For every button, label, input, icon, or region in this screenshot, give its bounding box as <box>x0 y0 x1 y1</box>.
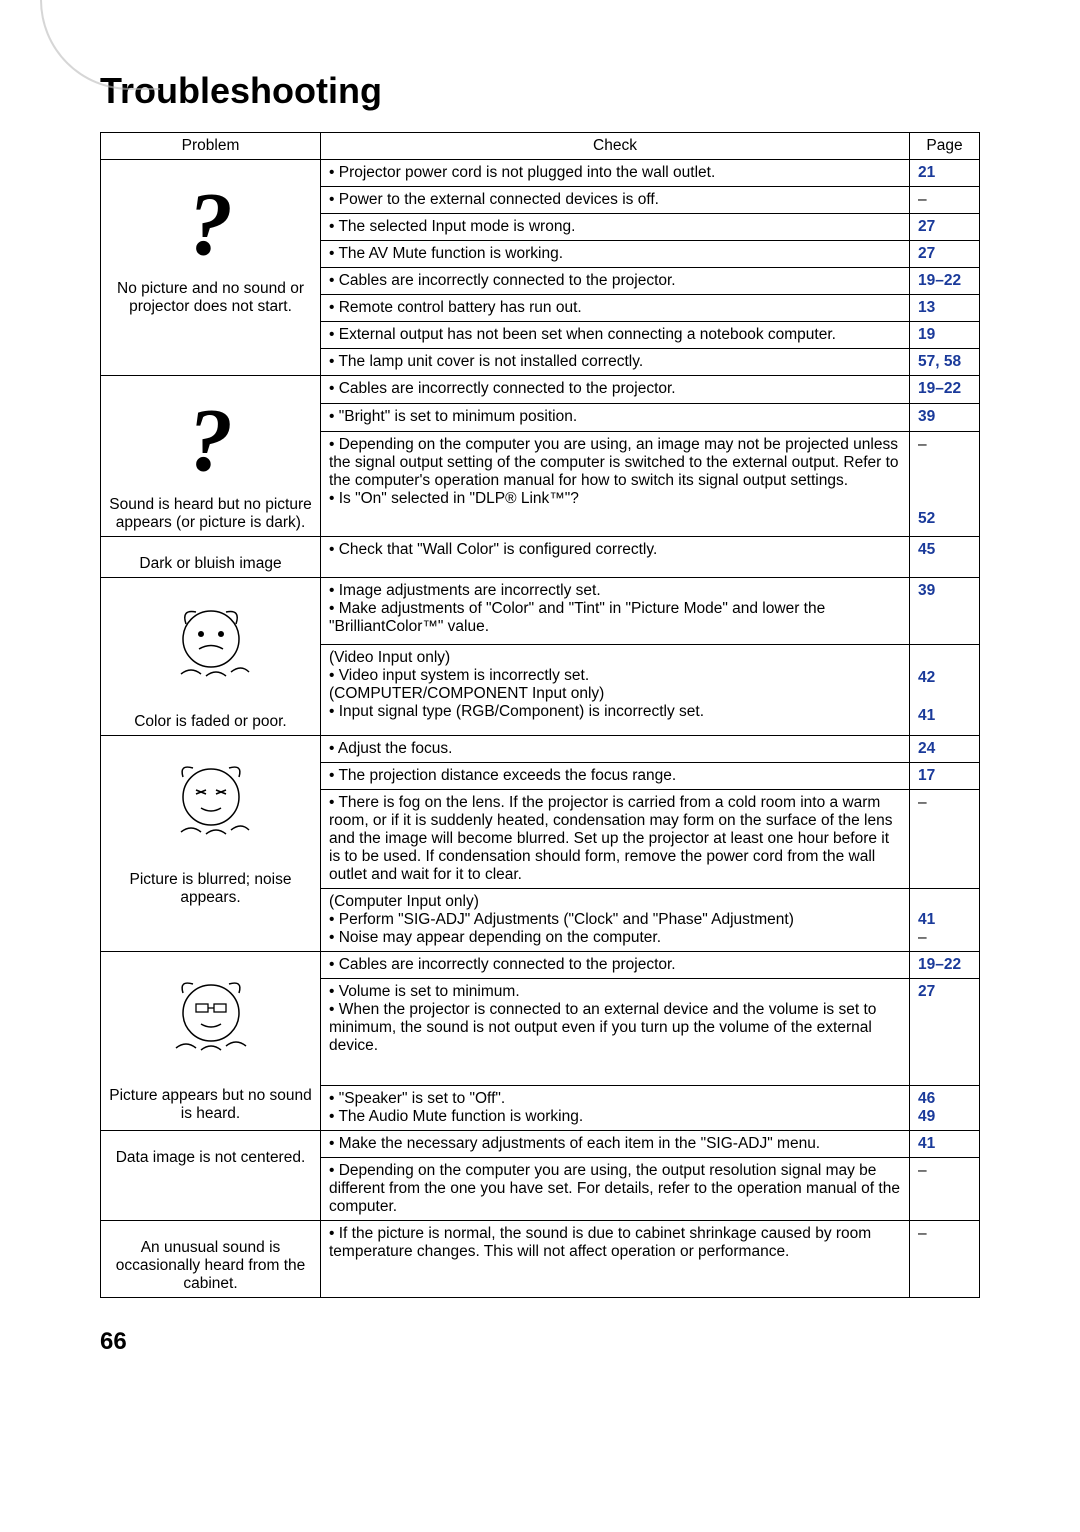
page-ref: – <box>918 436 971 454</box>
table-row: Color is faded or poor. • Image adjustme… <box>101 578 980 645</box>
table-row: ? Sound is heard but no picture appears … <box>101 376 980 404</box>
check-cell: • Check that "Wall Color" is configured … <box>321 537 910 578</box>
check-cell: • Depending on the computer you are usin… <box>321 1158 910 1221</box>
page-ref-stack: 41 – <box>910 889 980 952</box>
face-illustration-icon <box>161 594 261 694</box>
page-ref: – <box>918 929 927 946</box>
page-ref: 19–22 <box>910 376 980 404</box>
problem-label: Picture is blurred; noise appears. <box>109 871 312 907</box>
problem-label: Data image is not centered. <box>109 1149 312 1167</box>
page-ref: 13 <box>910 295 980 322</box>
page-ref: 19–22 <box>910 268 980 295</box>
check-cell: • Remote control battery has run out. <box>321 295 910 322</box>
page-ref: 45 <box>910 537 980 578</box>
check-cell: • There is fog on the lens. If the proje… <box>321 790 910 889</box>
problem-label: No picture and no sound or projector doe… <box>109 280 312 316</box>
problem-label: Dark or bluish image <box>109 555 312 573</box>
page-ref: 39 <box>910 578 980 645</box>
check-cell: • Projector power cord is not plugged in… <box>321 160 910 187</box>
page-ref: 27 <box>910 241 980 268</box>
table-row: ? No picture and no sound or projector d… <box>101 160 980 187</box>
problem-cell-dark-bluish: Dark or bluish image <box>101 537 321 578</box>
page-ref: 41 <box>918 911 935 928</box>
check-text: (Computer Input only) • Perform "SIG-ADJ… <box>329 893 901 929</box>
problem-label: An unusual sound is occasionally heard f… <box>109 1239 312 1293</box>
table-row: Dark or bluish image • Check that "Wall … <box>101 537 980 578</box>
page-ref: – <box>910 187 980 214</box>
check-cell: (Computer Input only) • Perform "SIG-ADJ… <box>321 889 910 952</box>
page-ref: 42 <box>918 669 935 686</box>
check-text: (Video Input only) • Video input system … <box>329 649 901 685</box>
table-header-row: Problem Check Page <box>101 133 980 160</box>
page-ref: 46 <box>918 1090 935 1107</box>
face-illustration-icon <box>161 752 261 852</box>
check-cell: • The AV Mute function is working. <box>321 241 910 268</box>
page-ref: 19–22 <box>910 952 980 979</box>
check-cell: • Adjust the focus. <box>321 736 910 763</box>
header-check: Check <box>321 133 910 160</box>
page-ref: 57, 58 <box>910 349 980 376</box>
problem-cell-no-picture-no-sound: ? No picture and no sound or projector d… <box>101 160 321 376</box>
problem-cell-not-centered: Data image is not centered. <box>101 1131 321 1221</box>
page-ref: 24 <box>910 736 980 763</box>
page-ref: 41 <box>910 1131 980 1158</box>
page-ref: 21 <box>910 160 980 187</box>
page-ref: – <box>910 1221 980 1298</box>
page-ref-stack: 46 49 <box>910 1086 980 1131</box>
check-cell: • Cables are incorrectly connected to th… <box>321 952 910 979</box>
problem-cell-unusual-sound: An unusual sound is occasionally heard f… <box>101 1221 321 1298</box>
check-cell: • Power to the external connected device… <box>321 187 910 214</box>
page-ref: 41 <box>918 707 935 724</box>
check-text: • The Audio Mute function is working. <box>329 1108 901 1126</box>
header-decoration <box>40 0 160 90</box>
problem-label: Color is faded or poor. <box>109 713 312 731</box>
check-cell: • Image adjustments are incorrectly set.… <box>321 578 910 645</box>
page-ref-stack: 42 41 <box>910 645 980 736</box>
page-ref-stack: – 52 <box>910 432 980 537</box>
problem-cell-color-faded: Color is faded or poor. <box>101 578 321 736</box>
check-cell: • Cables are incorrectly connected to th… <box>321 376 910 404</box>
page-ref: 49 <box>918 1108 935 1125</box>
table-row: Picture is blurred; noise appears. • Adj… <box>101 736 980 763</box>
check-text: • Noise may appear depending on the comp… <box>329 929 901 947</box>
page-ref: 27 <box>910 214 980 241</box>
header-problem: Problem <box>101 133 321 160</box>
check-cell: • External output has not been set when … <box>321 322 910 349</box>
face-illustration-icon <box>161 968 261 1068</box>
page-ref: – <box>910 790 980 889</box>
troubleshooting-table: Problem Check Page ? No picture and no s… <box>100 132 980 1298</box>
check-cell: • The lamp unit cover is not installed c… <box>321 349 910 376</box>
check-text: • "Speaker" is set to "Off". <box>329 1090 901 1108</box>
page-ref: 17 <box>910 763 980 790</box>
table-row: Data image is not centered. • Make the n… <box>101 1131 980 1158</box>
check-cell: • The selected Input mode is wrong. <box>321 214 910 241</box>
page-ref: 19 <box>910 322 980 349</box>
check-cell: • Cables are incorrectly connected to th… <box>321 268 910 295</box>
table-row: Picture appears but no sound is heard. •… <box>101 952 980 979</box>
check-cell: • Make the necessary adjustments of each… <box>321 1131 910 1158</box>
problem-label: Picture appears but no sound is heard. <box>109 1087 312 1123</box>
check-cell: • "Speaker" is set to "Off". • The Audio… <box>321 1086 910 1131</box>
check-text: (COMPUTER/COMPONENT Input only) • Input … <box>329 685 901 721</box>
problem-cell-blurred: Picture is blurred; noise appears. <box>101 736 321 952</box>
page-ref: 27 <box>910 979 980 1086</box>
header-page: Page <box>910 133 980 160</box>
check-cell: (Video Input only) • Video input system … <box>321 645 910 736</box>
page-title: Troubleshooting <box>100 70 980 112</box>
check-cell: • If the picture is normal, the sound is… <box>321 1221 910 1298</box>
page-ref: 52 <box>918 510 971 528</box>
question-mark-icon: ? <box>109 396 312 486</box>
question-mark-icon: ? <box>109 180 312 270</box>
check-cell: • "Bright" is set to minimum position. <box>321 404 910 432</box>
problem-cell-no-sound: Picture appears but no sound is heard. <box>101 952 321 1131</box>
check-cell: • Depending on the computer you are usin… <box>321 432 910 537</box>
page-ref: 39 <box>910 404 980 432</box>
page-ref: – <box>910 1158 980 1221</box>
check-cell: • Volume is set to minimum. • When the p… <box>321 979 910 1086</box>
problem-label: Sound is heard but no picture appears (o… <box>109 496 312 532</box>
table-row: An unusual sound is occasionally heard f… <box>101 1221 980 1298</box>
problem-cell-sound-no-picture: ? Sound is heard but no picture appears … <box>101 376 321 537</box>
page-number: 66 <box>100 1328 980 1356</box>
check-cell: • The projection distance exceeds the fo… <box>321 763 910 790</box>
